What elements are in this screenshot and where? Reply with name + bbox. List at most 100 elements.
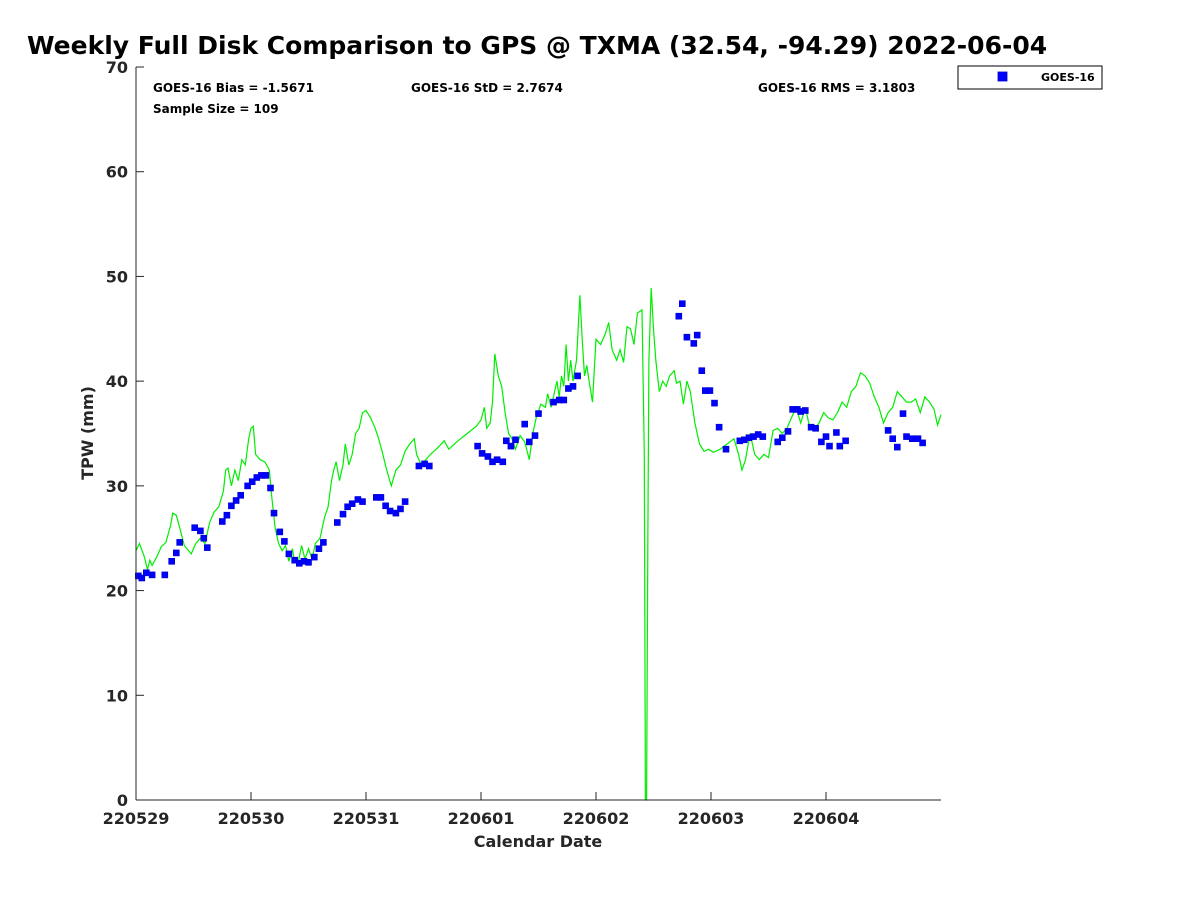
goes-16-point xyxy=(842,437,849,445)
goes-16-point xyxy=(173,549,180,557)
goes-16-point xyxy=(711,399,718,407)
goes-16-point xyxy=(223,511,231,519)
goes-16-point xyxy=(774,438,782,446)
goes-16-point xyxy=(822,433,830,440)
goes-16-point xyxy=(305,558,312,566)
goes-16-point xyxy=(784,428,792,435)
goes-16-point xyxy=(884,427,892,434)
goes-16-point xyxy=(889,435,897,443)
goes-16-point xyxy=(392,509,400,517)
y-tick-label: 30 xyxy=(106,477,128,496)
goes-16-point xyxy=(812,424,819,432)
goes-16-point xyxy=(683,333,691,341)
goes-16-point xyxy=(525,438,533,446)
goes-16-point xyxy=(310,553,318,561)
goes-16-point xyxy=(248,478,256,486)
goes-16-point xyxy=(401,498,409,505)
plot-area xyxy=(135,287,942,801)
goes-16-point xyxy=(168,557,175,565)
goes-16-point xyxy=(219,518,226,525)
goes-16-point xyxy=(200,534,208,542)
y-tick-label: 10 xyxy=(106,686,128,705)
goes-16-point xyxy=(531,432,539,439)
chart-title: Weekly Full Disk Comparison to GPS @ TXM… xyxy=(27,31,1047,60)
goes-16-point xyxy=(919,439,926,447)
goes-16-point xyxy=(276,528,284,536)
goes-16-point xyxy=(678,300,686,308)
goes-16-point xyxy=(138,574,146,582)
goes-16-point xyxy=(560,396,568,404)
goes-16-point xyxy=(262,472,270,479)
goes-16-point xyxy=(397,505,404,513)
goes-16-point xyxy=(499,458,507,466)
y-tick-label: 50 xyxy=(106,267,128,286)
goes-16-point xyxy=(484,453,492,460)
goes-16-point xyxy=(778,434,786,442)
goes-16-point xyxy=(161,571,169,579)
bias-stat: GOES-16 Bias = -1.5671 xyxy=(153,81,314,95)
legend-label-goes-16: GOES-16 xyxy=(1041,71,1095,84)
goes-16-point xyxy=(228,502,235,510)
y-tick-label: 40 xyxy=(106,372,128,391)
x-tick-label: 220603 xyxy=(678,809,745,828)
goes-16-point xyxy=(833,429,840,436)
goes-16-point xyxy=(493,456,501,464)
goes-16-point xyxy=(386,507,394,515)
goes-16-point xyxy=(759,433,767,440)
y-tick-label: 20 xyxy=(106,582,128,601)
goes-16-point xyxy=(359,498,366,505)
goes-16-point xyxy=(315,545,323,553)
goes-16-point xyxy=(818,438,825,446)
goes-16-point xyxy=(722,445,730,453)
goes-16-point xyxy=(176,539,183,546)
goes-16-point xyxy=(569,383,577,390)
std-stat: GOES-16 StD = 2.7674 xyxy=(411,81,563,95)
goes-16-point xyxy=(320,539,327,546)
stats-box: GOES-16 Bias = -1.5671 GOES-16 StD = 2.7… xyxy=(153,81,915,116)
goes-16-point xyxy=(281,538,288,545)
rms-stat: GOES-16 RMS = 3.1803 xyxy=(758,81,915,95)
goes-16-point xyxy=(502,437,510,445)
x-tick-label: 220602 xyxy=(563,809,630,828)
goes-16-point xyxy=(903,433,910,440)
x-tick-label: 220601 xyxy=(448,809,515,828)
goes-16-point xyxy=(339,510,347,518)
x-tick-label: 220604 xyxy=(793,809,860,828)
goes-16-point xyxy=(690,340,698,347)
goes-16-point xyxy=(425,462,433,470)
goes-16-point xyxy=(197,527,204,535)
goes-16-point xyxy=(899,410,907,417)
goes-16-point xyxy=(348,500,356,508)
goes-16-point xyxy=(267,484,274,492)
goes-16-point xyxy=(478,450,486,457)
goes-16-point xyxy=(706,387,714,394)
gps-tpw-line xyxy=(135,287,942,801)
goes-16-point xyxy=(507,442,515,450)
goes-16-point xyxy=(908,435,916,443)
goes-16-point xyxy=(415,462,423,470)
goes-16-point xyxy=(237,491,244,499)
y-tick-label: 0 xyxy=(117,791,128,810)
goes-16-point xyxy=(801,407,809,414)
goes-16-point xyxy=(550,398,557,406)
goes-16-point xyxy=(148,571,156,579)
x-tick-label: 220529 xyxy=(103,809,170,828)
legend: GOES-16 xyxy=(957,65,1103,90)
goes-16-point xyxy=(285,550,293,558)
goes-16-point xyxy=(675,312,683,320)
goes-16-point xyxy=(715,423,723,431)
goes-16-point xyxy=(693,331,701,339)
goes-16-point xyxy=(826,442,833,450)
goes-16-point xyxy=(521,420,529,428)
goes-16-point xyxy=(191,524,198,532)
goes-16-point xyxy=(474,442,481,450)
goes-16-point xyxy=(244,482,251,490)
y-axis-label: TPW (mm) xyxy=(78,386,97,480)
y-tick-label: 60 xyxy=(106,163,128,182)
x-tick-label: 220530 xyxy=(218,809,285,828)
goes-16-point xyxy=(836,442,844,450)
goes-16-point xyxy=(574,372,581,380)
goes-16-point xyxy=(914,435,922,443)
goes-16-point xyxy=(512,436,519,444)
